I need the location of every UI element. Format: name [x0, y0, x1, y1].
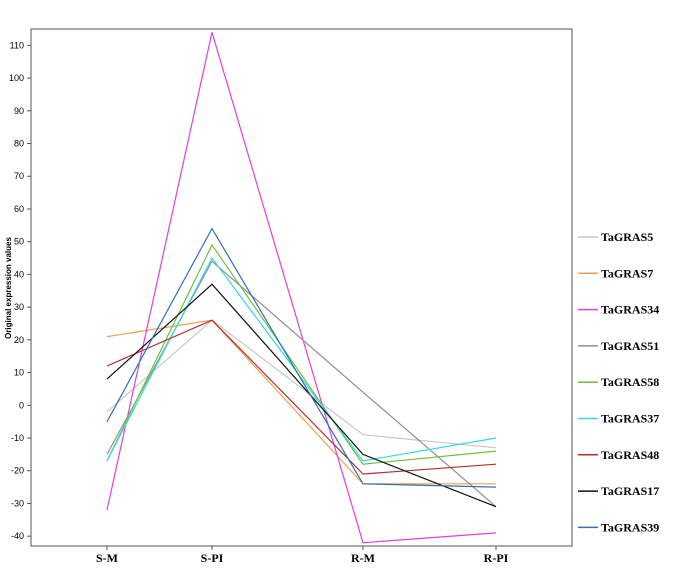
x-tick-label: S-M [96, 551, 118, 565]
y-tick-label: -20 [11, 466, 24, 476]
plot-frame [30, 28, 573, 547]
series-line [106, 319, 497, 449]
x-axis-ticks: S-M S-PI R-M R-PI [96, 546, 509, 565]
legend-label: TaGRAS39 [601, 520, 659, 534]
y-tick-label: 30 [14, 302, 24, 312]
y-tick-label: 110 [10, 40, 24, 50]
y-tick-label: -40 [11, 531, 24, 541]
series-line [106, 283, 497, 508]
series-line [106, 227, 497, 488]
y-axis-label: Original expression values [4, 237, 13, 339]
series-line [106, 32, 497, 544]
y-tick-label: 40 [14, 269, 24, 279]
y-tick-label: 10 [14, 368, 24, 378]
legend-label: TaGRAS17 [601, 484, 659, 498]
legend: TaGRAS5 TaGRAS7 TaGRAS34 TaGRAS51 TaGRAS58 Ta… [578, 230, 659, 534]
series-line [106, 319, 497, 475]
legend-label: TaGRAS7 [601, 266, 653, 280]
y-tick-label: 90 [14, 106, 24, 116]
y-tick-label: 20 [14, 335, 24, 345]
legend-label: TaGRAS5 [601, 230, 653, 244]
legend-label: TaGRAS34 [601, 303, 659, 317]
y-axis-ticks: -40 -30 -20 -10 0 10 20 30 40 50 60 70 80 90 100 110 [9, 40, 31, 541]
y-tick-label: 80 [14, 139, 24, 149]
y-tick-label: 60 [14, 204, 24, 214]
series-line [106, 243, 497, 465]
series-line [106, 319, 496, 485]
y-tick-label: 0 [19, 400, 24, 410]
legend-label: TaGRAS37 [601, 412, 659, 426]
legend-label: TaGRAS58 [601, 375, 659, 389]
series-line [106, 256, 497, 462]
x-tick-label: R-PI [484, 551, 509, 565]
series-lines [106, 32, 497, 544]
y-tick-label: -30 [11, 498, 24, 508]
y-tick-label: -10 [11, 433, 24, 443]
series-line [106, 260, 497, 508]
x-tick-label: S-PI [201, 551, 224, 565]
legend-label: TaGRAS51 [601, 339, 659, 353]
y-tick-label: 100 [9, 73, 24, 83]
y-tick-label: 50 [14, 237, 24, 247]
y-tick-label: 70 [14, 171, 24, 181]
legend-label: TaGRAS48 [601, 448, 659, 462]
x-tick-label: R-M [351, 551, 375, 565]
